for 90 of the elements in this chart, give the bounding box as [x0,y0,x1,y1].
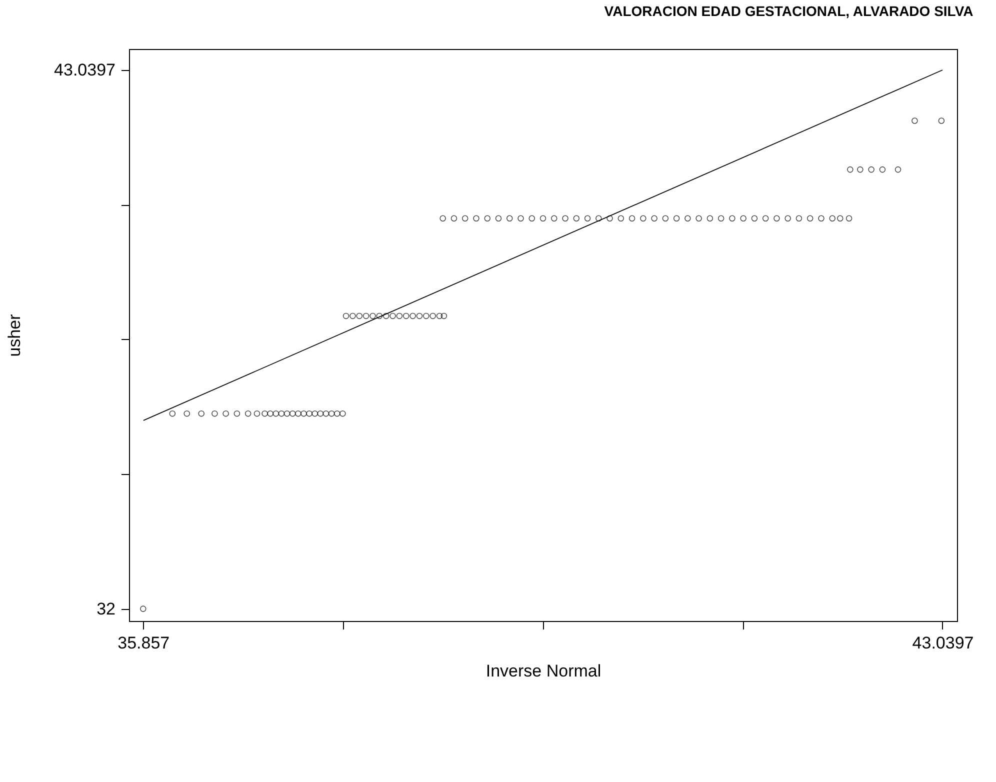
chart-title: VALORACION EDAD GESTACIONAL, ALVARADO SILVA [604,3,974,19]
point [462,215,468,222]
point [440,215,446,222]
point [573,215,580,222]
point [410,312,416,320]
point [396,312,403,320]
point [651,215,658,222]
point [584,215,591,222]
point [818,215,824,222]
point [254,410,260,417]
point [370,312,376,320]
point [806,215,814,222]
point [774,215,780,222]
point [340,410,346,417]
point [198,410,204,417]
point [706,215,714,222]
point [423,312,430,320]
point [729,215,736,222]
point [894,166,902,173]
point [222,410,229,417]
y-axis-title: usher [5,314,24,357]
point [618,215,624,222]
point [606,215,613,222]
point [390,312,396,320]
x-axis-title: Inverse Normal [486,662,602,680]
point [430,312,436,320]
point [938,118,945,124]
point [322,410,330,417]
point [416,312,423,320]
point [912,118,918,124]
point [473,215,480,222]
point [382,312,390,320]
point [550,215,558,222]
point [436,312,443,320]
point [796,215,802,222]
point [740,215,746,222]
point [562,215,568,222]
point [356,312,363,320]
point [684,215,691,222]
point [212,410,218,417]
point [673,215,680,222]
point [495,215,502,222]
point [857,166,864,173]
point [837,215,844,222]
point [306,410,312,417]
point [244,410,252,417]
point [272,410,280,417]
point [718,215,724,222]
point [628,215,636,222]
point [528,215,536,222]
point [662,215,669,222]
point [342,312,350,320]
point [450,215,458,222]
point [518,215,524,222]
point [169,410,176,417]
point [262,410,268,417]
point [751,215,758,222]
point [284,410,290,417]
point [440,312,448,320]
point [376,312,383,320]
point [484,215,490,222]
x-tick-label: 35.857 [118,634,170,652]
point [295,410,302,417]
point [540,215,546,222]
point [506,215,513,222]
point [879,166,886,173]
point [328,410,335,417]
y-tick-label: 32 [96,599,116,618]
point [234,410,240,417]
point [267,410,274,417]
point [640,215,646,222]
point [846,215,852,222]
point [334,410,340,417]
point [350,312,356,320]
point [362,312,370,320]
point [762,215,769,222]
point [278,410,285,417]
point [596,215,602,222]
point [140,606,146,612]
point [289,410,296,417]
point [312,410,318,417]
point [847,166,854,173]
point [402,312,410,320]
point [696,215,702,222]
point [784,215,791,222]
point [300,410,307,417]
point [829,215,836,222]
point [868,166,874,173]
point [184,410,190,417]
point [317,410,324,417]
